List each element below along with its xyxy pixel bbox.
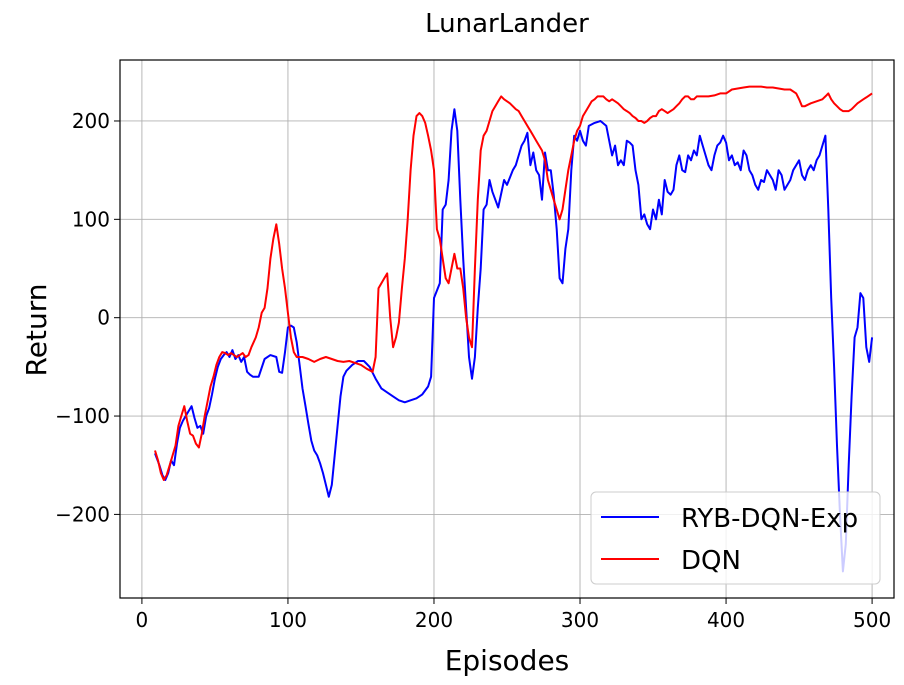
series-lines (154, 85, 874, 573)
legend-box (590, 491, 881, 585)
y-tick-label: 100 (72, 207, 110, 231)
legend-label: RYB-DQN-Exp (681, 504, 858, 534)
series-line-ryb-dqn-exp (154, 108, 874, 573)
y-tick-label: −200 (55, 502, 110, 526)
chart-title: LunarLander (425, 9, 589, 39)
series-line-dqn (154, 85, 873, 481)
y-axis-title: Return (20, 284, 53, 377)
y-tick-label: 200 (72, 109, 110, 133)
y-tick-label: −100 (55, 404, 110, 428)
legend: RYB-DQN-Exp DQN (590, 491, 881, 585)
x-axis-title: Episodes (445, 644, 570, 677)
y-axis-ticks: −200 −100 0 100 200 (55, 109, 120, 526)
x-tick-label: 300 (561, 608, 599, 632)
x-tick-label: 500 (853, 608, 891, 632)
x-tick-label: 200 (415, 608, 453, 632)
x-axis-ticks: 0 100 200 300 400 500 (136, 598, 891, 632)
y-tick-label: 0 (97, 306, 110, 330)
x-tick-label: 100 (269, 608, 307, 632)
x-tick-label: 0 (136, 608, 149, 632)
grid (120, 60, 894, 598)
x-tick-label: 400 (707, 608, 745, 632)
legend-label: DQN (681, 546, 741, 576)
plot-frame (119, 59, 895, 599)
